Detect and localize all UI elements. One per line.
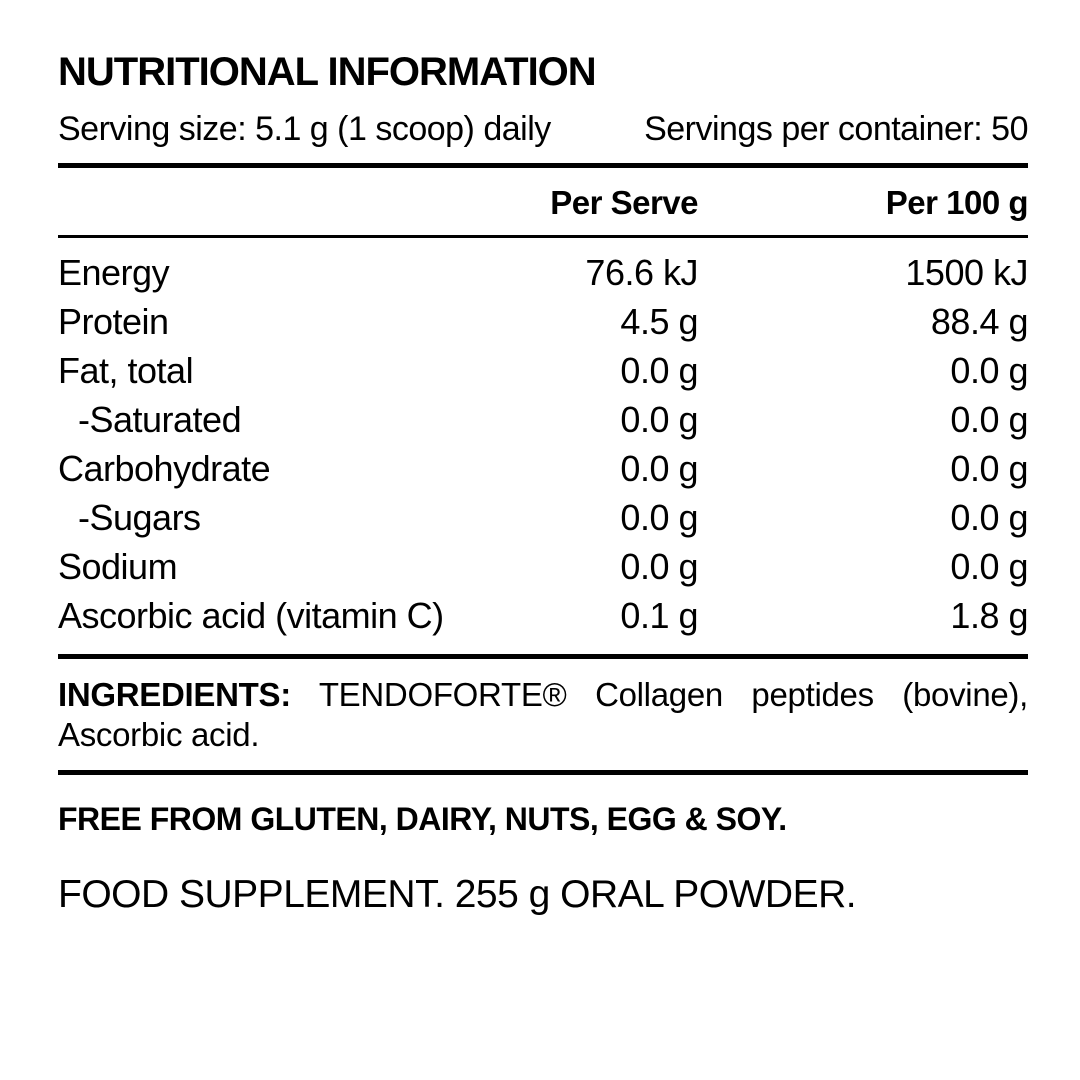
table-row-sugars: -Sugars 0.0 g 0.0 g — [58, 493, 1029, 542]
per-100g-value: 1.8 g — [950, 595, 1028, 636]
table-row-fat-total: Fat, total 0.0 g 0.0 g — [58, 346, 1029, 395]
nutrient-label: Sodium — [58, 546, 178, 587]
per-serve-value: 0.0 g — [620, 546, 698, 587]
per-100g-value: 0.0 g — [950, 399, 1028, 440]
per-100g-value: 0.0 g — [950, 497, 1028, 538]
serving-size-text: Serving size: 5.1 g (1 scoop) daily — [58, 110, 551, 148]
per-serve-value: 0.0 g — [620, 448, 698, 489]
table-header-row: Per Serve Per 100 g — [58, 168, 1028, 235]
per-serve-value: 0.1 g — [620, 595, 698, 636]
supplement-statement: FOOD SUPPLEMENT. 255 g ORAL POWDER. — [58, 873, 857, 916]
divider-header — [58, 235, 1028, 238]
per-serve-value: 4.5 g — [620, 301, 698, 342]
serving-info-row: Serving size: 5.1 g (1 scoop) daily Serv… — [58, 110, 1028, 148]
table-row-sodium: Sodium 0.0 g 0.0 g — [58, 542, 1029, 591]
table-row-ascorbic-acid: Ascorbic acid (vitamin C) 0.1 g 1.8 g — [58, 591, 1029, 640]
ingredients-label: INGREDIENTS: — [58, 676, 291, 713]
column-header-per-serve: Per Serve — [550, 184, 698, 221]
divider-top — [58, 163, 1028, 168]
divider-ingredients-bottom — [58, 770, 1028, 775]
nutrient-label: Fat, total — [58, 350, 194, 391]
table-row-carbohydrate: Carbohydrate 0.0 g 0.0 g — [58, 444, 1029, 493]
column-header-per-100g: Per 100 g — [885, 184, 1029, 221]
nutrient-label: Ascorbic acid (vitamin C) — [58, 595, 444, 636]
page-title: NUTRITIONAL INFORMATION — [58, 50, 597, 94]
table-row-protein: Protein 4.5 g 88.4 g — [58, 297, 1029, 346]
free-from-statement: FREE FROM GLUTEN, DAIRY, NUTS, EGG & SOY… — [58, 801, 787, 837]
nutrition-table: Energy 76.6 kJ 1500 kJ Protein 4.5 g 88.… — [58, 238, 1029, 654]
ingredients-text: TENDOFORTE® Collagen peptides (bovine), … — [58, 676, 1028, 753]
per-100g-value: 0.0 g — [950, 350, 1028, 391]
nutrient-label: -Saturated — [78, 399, 242, 440]
per-serve-value: 0.0 g — [620, 350, 698, 391]
table-row-energy: Energy 76.6 kJ 1500 kJ — [58, 248, 1029, 297]
per-100g-value: 0.0 g — [950, 448, 1028, 489]
per-100g-value: 0.0 g — [950, 546, 1028, 587]
per-serve-value: 0.0 g — [620, 399, 698, 440]
per-100g-value: 88.4 g — [930, 301, 1029, 342]
per-serve-value: 76.6 kJ — [585, 252, 698, 293]
nutrient-label: -Sugars — [78, 497, 201, 538]
nutrient-label: Carbohydrate — [58, 448, 271, 489]
servings-per-container-text: Servings per container: 50 — [644, 110, 1028, 148]
nutrient-label: Protein — [58, 301, 169, 342]
per-serve-value: 0.0 g — [620, 497, 698, 538]
table-row-saturated: -Saturated 0.0 g 0.0 g — [58, 395, 1029, 444]
nutrient-label: Energy — [58, 252, 170, 293]
divider-ingredients-top — [58, 654, 1028, 659]
nutrition-label-panel: NUTRITIONAL INFORMATION Serving size: 5.… — [58, 0, 1029, 917]
per-100g-value: 1500 kJ — [905, 252, 1028, 293]
ingredients-paragraph: INGREDIENTS: TENDOFORTE® Collagen peptid… — [58, 675, 1028, 755]
